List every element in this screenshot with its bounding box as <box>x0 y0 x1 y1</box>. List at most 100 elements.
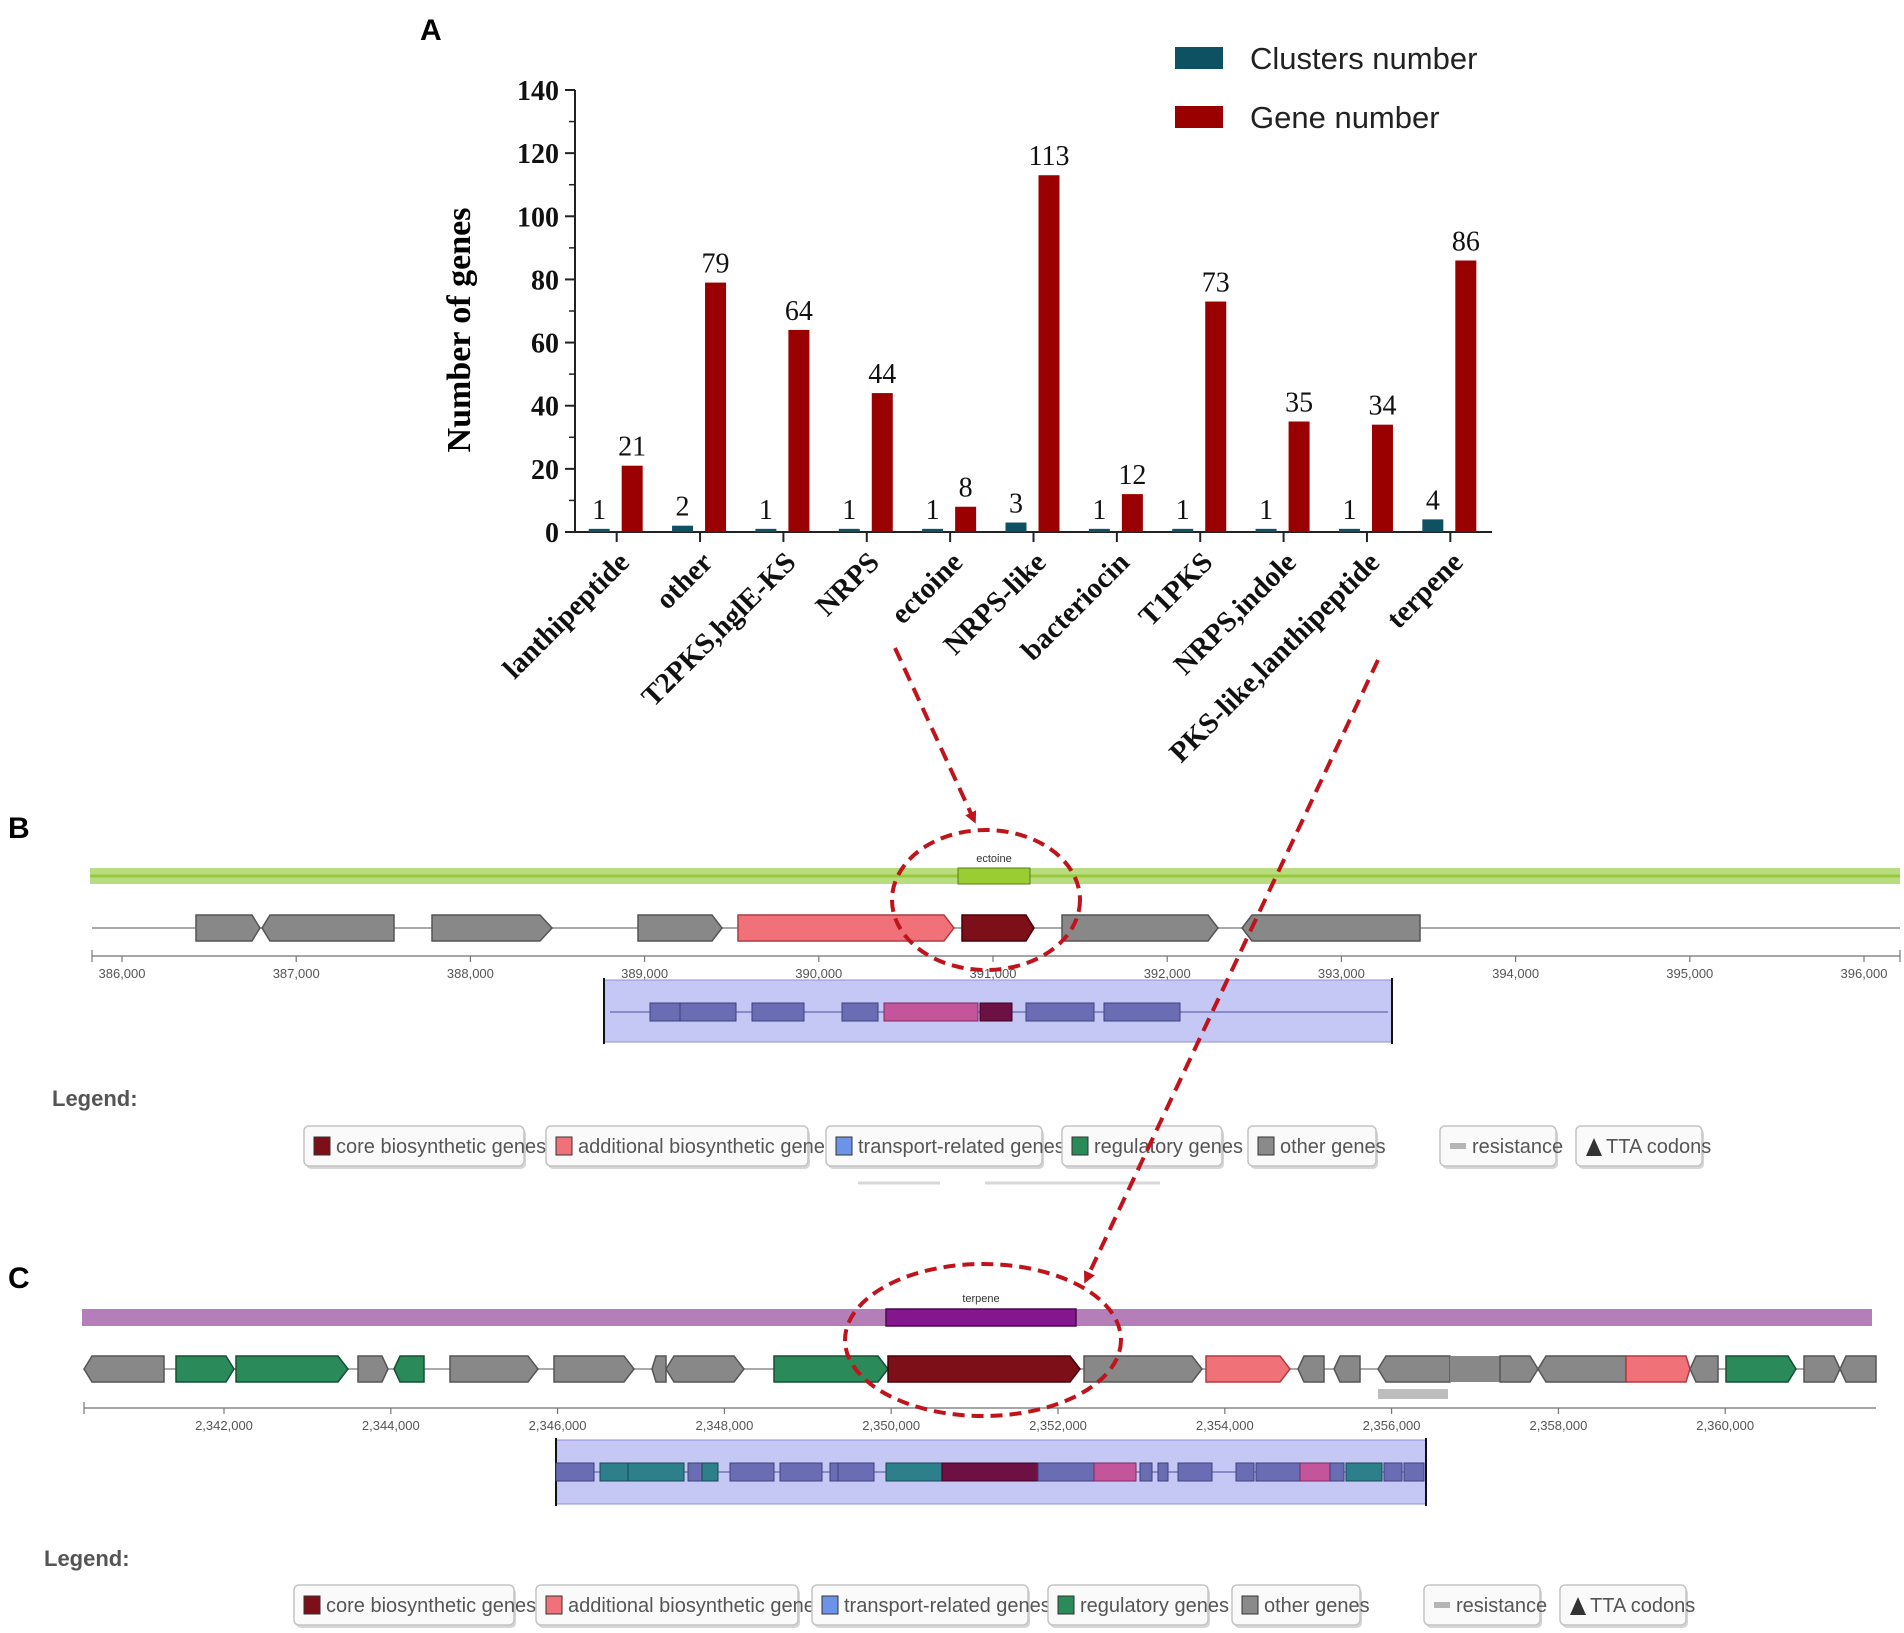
gene-regulatory[interactable] <box>773 1355 889 1383</box>
bar-clusters <box>1255 528 1277 532</box>
gene-regulatory[interactable] <box>1725 1355 1797 1383</box>
gene-other[interactable] <box>195 914 261 942</box>
gene-other[interactable] <box>1452 1356 1454 1382</box>
legend-core-button[interactable]: core biosynthetic genes <box>293 1584 536 1628</box>
gene-other[interactable] <box>1482 1356 1484 1382</box>
gene-other[interactable] <box>83 1355 165 1383</box>
gene-other[interactable] <box>1458 1356 1460 1382</box>
gene-other[interactable] <box>1689 1355 1719 1383</box>
button-face <box>825 1125 1043 1167</box>
gene-other[interactable] <box>261 914 395 942</box>
legend-transport-button[interactable]: transport-related genes <box>825 1125 1065 1169</box>
gene-other[interactable] <box>1456 1356 1458 1382</box>
legend-additional-label: additional biosynthetic genes <box>578 1136 835 1158</box>
gene-other[interactable] <box>1474 1356 1476 1382</box>
gene-other[interactable] <box>1466 1356 1468 1382</box>
legend-tta-button[interactable]: TTA codons <box>1575 1125 1711 1169</box>
gene-other[interactable] <box>1297 1355 1325 1383</box>
legend-other-label: other genes <box>1280 1136 1386 1158</box>
legend-regulatory-swatch <box>1071 1136 1089 1156</box>
gene-other[interactable] <box>1484 1356 1486 1382</box>
gene-other[interactable] <box>1839 1355 1877 1383</box>
legend-tta-label: TTA codons <box>1590 1595 1695 1617</box>
gene-other[interactable] <box>651 1355 667 1383</box>
gene-other[interactable] <box>1468 1356 1470 1382</box>
legend-additional-swatch <box>545 1595 563 1615</box>
gene-other[interactable] <box>1537 1355 1627 1383</box>
gene-additional-biosynthetic[interactable] <box>737 914 955 942</box>
x-tick-label: NRPS <box>810 546 886 622</box>
axis-tick-label: 2,358,000 <box>1529 1418 1587 1433</box>
data-label: 8 <box>959 473 973 504</box>
button-face <box>1559 1584 1687 1626</box>
domain <box>829 1462 839 1482</box>
legend-regulatory-button[interactable]: regulatory genes <box>1061 1125 1243 1169</box>
button-face <box>1439 1125 1557 1167</box>
gene-other[interactable] <box>1454 1356 1456 1382</box>
bar-genes <box>1038 175 1060 532</box>
gene-additional-biosynthetic[interactable] <box>1625 1355 1691 1383</box>
gene-other[interactable] <box>1803 1355 1841 1383</box>
legend-core-swatch <box>303 1595 321 1615</box>
gene-other[interactable] <box>553 1355 635 1383</box>
gene-other[interactable] <box>637 914 723 942</box>
gene-other[interactable] <box>1061 914 1219 942</box>
bar-clusters <box>1172 528 1194 532</box>
gene-other[interactable] <box>1377 1355 1451 1383</box>
legend-other-button[interactable]: other genes <box>1231 1584 1370 1628</box>
gene-other[interactable] <box>449 1355 539 1383</box>
legend-title-b: Legend: <box>52 1086 138 1111</box>
gene-other[interactable] <box>1488 1356 1490 1382</box>
gene-other[interactable] <box>1476 1356 1478 1382</box>
gene-other[interactable] <box>1486 1356 1488 1382</box>
gene-other[interactable] <box>1450 1356 1452 1382</box>
button-face <box>545 1125 809 1167</box>
coordinate-ticks-c: 2,342,000 2,344,000 2,346,000 2,348,000 2,35… <box>83 1402 1754 1433</box>
gene-other[interactable] <box>1460 1356 1462 1382</box>
bar-genes <box>871 393 893 532</box>
gene-additional-biosynthetic[interactable] <box>1205 1355 1291 1383</box>
legend-other-button[interactable]: other genes <box>1247 1125 1386 1169</box>
gene-core-biosynthetic[interactable] <box>887 1355 1081 1383</box>
gene-other[interactable] <box>1241 914 1421 942</box>
gene-other[interactable] <box>1464 1356 1466 1382</box>
legend-tta-button[interactable]: TTA codons <box>1559 1584 1695 1628</box>
button-face <box>1247 1125 1377 1167</box>
bar-genes <box>1455 260 1477 532</box>
gene-other[interactable] <box>1499 1355 1539 1383</box>
gene-other[interactable] <box>1333 1355 1361 1383</box>
gene-regulatory[interactable] <box>235 1355 349 1383</box>
y-tick-label: 140 <box>517 76 559 107</box>
legend-additional-button[interactable]: additional biosynthetic genes <box>535 1584 825 1628</box>
gene-other[interactable] <box>431 914 554 942</box>
bar-clusters <box>1338 528 1360 532</box>
axis-tick-label: 2,354,000 <box>1196 1418 1254 1433</box>
gene-other[interactable] <box>1472 1356 1474 1382</box>
legend-transport-button[interactable]: transport-related genes <box>811 1584 1051 1628</box>
data-label: 1 <box>592 495 606 526</box>
gene-regulatory[interactable] <box>393 1355 425 1383</box>
y-tick-label: 0 <box>545 518 559 549</box>
data-label: 35 <box>1285 388 1313 419</box>
gene-core-biosynthetic[interactable] <box>961 914 1035 942</box>
gene-other[interactable] <box>1470 1356 1472 1382</box>
gene-other[interactable] <box>1490 1356 1494 1382</box>
gene-other[interactable] <box>357 1355 389 1383</box>
legend-resistance-button[interactable]: resistance <box>1439 1125 1563 1169</box>
gene-other[interactable] <box>1462 1356 1464 1382</box>
gene-other[interactable] <box>665 1355 745 1383</box>
legend-regulatory-button[interactable]: regulatory genes <box>1047 1584 1229 1628</box>
legend-resistance-label: resistance <box>1456 1595 1547 1617</box>
legend-regulatory-label: regulatory genes <box>1094 1136 1243 1158</box>
legend-core-button[interactable]: core biosynthetic genes <box>303 1125 546 1169</box>
legend-additional-button[interactable]: additional biosynthetic genes <box>545 1125 835 1169</box>
gene-other[interactable] <box>1480 1356 1482 1382</box>
y-tick-label: 40 <box>531 392 559 423</box>
axis-tick-label: 2,350,000 <box>862 1418 920 1433</box>
gene-other[interactable] <box>1478 1356 1480 1382</box>
x-tick-label: T2PKS,hglE-KS <box>636 546 803 713</box>
domain <box>1383 1462 1403 1482</box>
legend-resistance-button[interactable]: resistance <box>1423 1584 1547 1628</box>
gene-regulatory[interactable] <box>175 1355 235 1383</box>
